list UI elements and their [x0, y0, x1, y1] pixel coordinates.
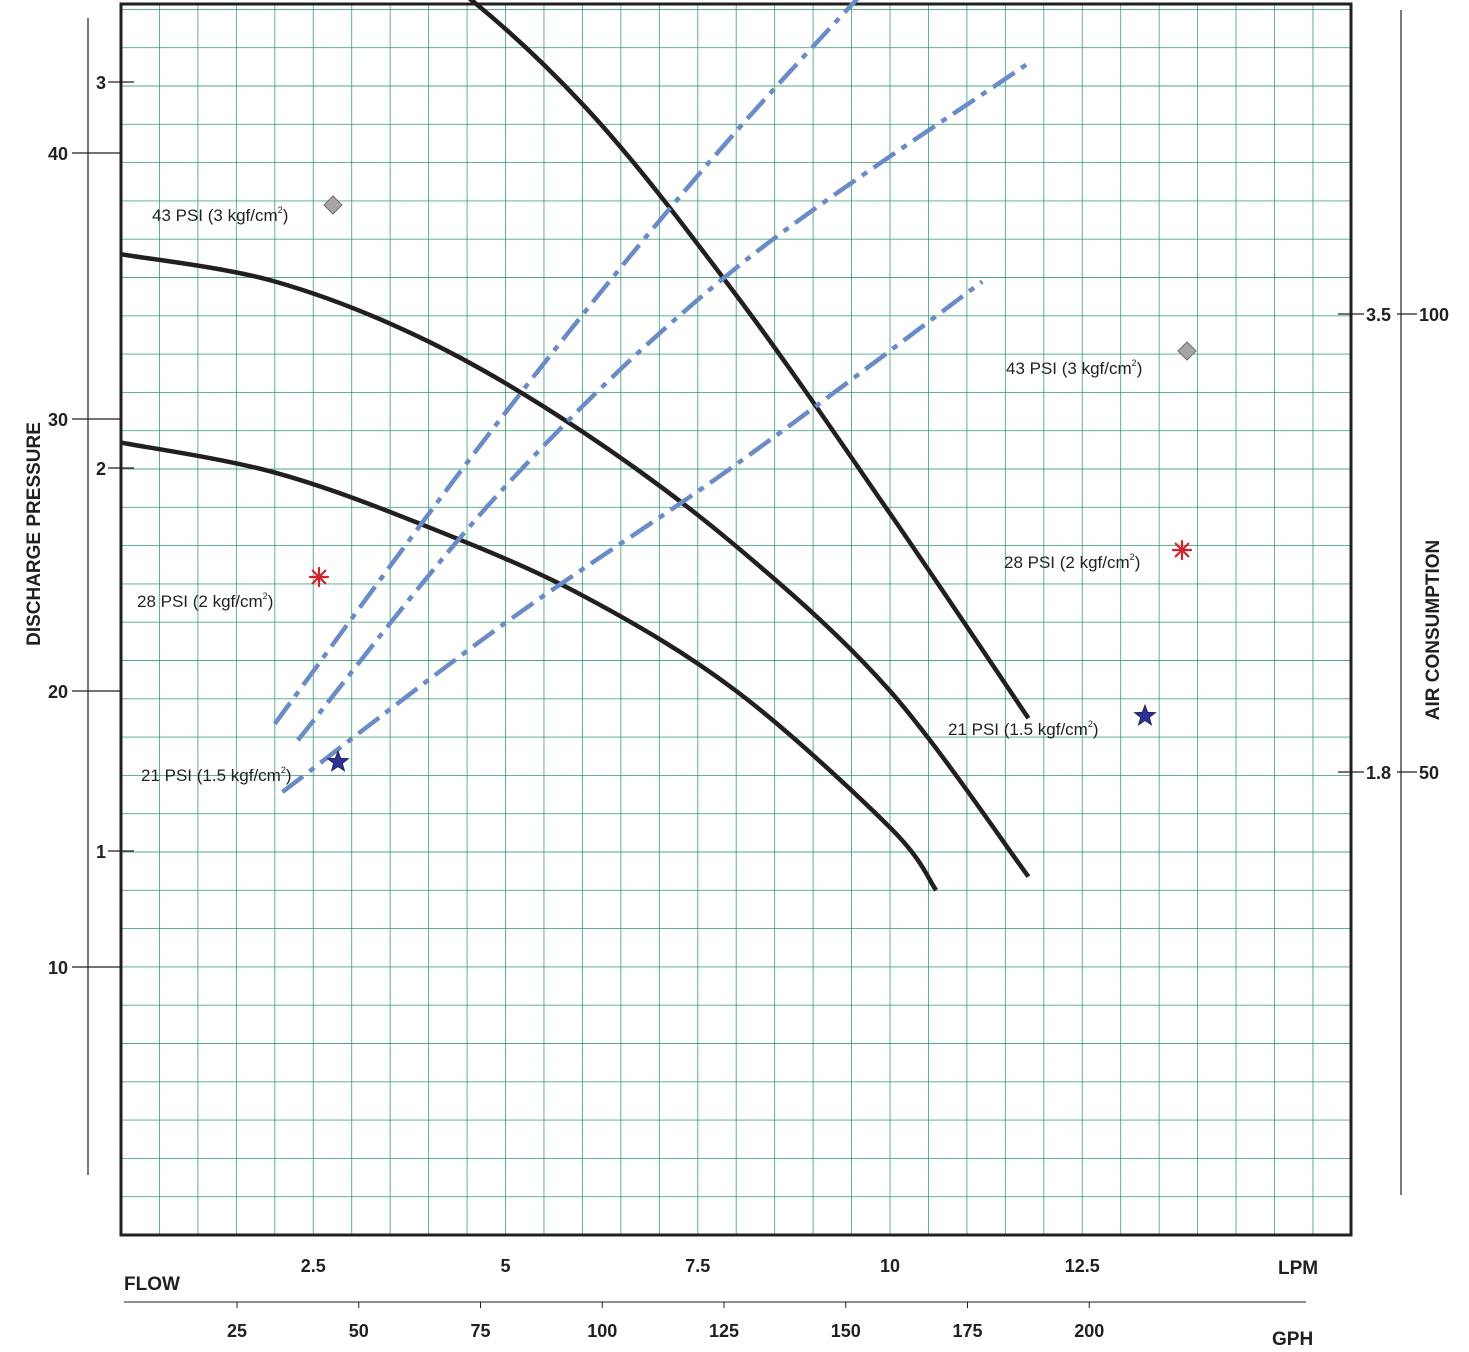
diamond-marker-icon — [323, 195, 343, 215]
left-outer-tick-label: 30 — [48, 410, 68, 430]
annotations: 43 PSI (3 kgf/cm2)28 PSI (2 kgf/cm2)21 P… — [137, 195, 1197, 785]
superscript: 2 — [278, 205, 283, 215]
pressure-label-close: ) — [286, 766, 292, 785]
diamond-marker-icon — [1177, 341, 1197, 361]
superscript: 2 — [281, 765, 286, 775]
superscript: 2 — [1088, 719, 1093, 729]
pressure-label-air: 43 PSI (3 kgf/cm2) — [1006, 358, 1142, 378]
lpm-tick-label: 5 — [500, 1256, 510, 1276]
gph-axis-label: GPH — [1272, 1329, 1313, 1350]
grid — [120, 4, 1351, 1236]
pressure-label-air: 28 PSI (2 kgf/cm2) — [1004, 552, 1140, 572]
lpm-tick-label: 12.5 — [1065, 1256, 1100, 1276]
asterisk-marker-icon — [308, 566, 330, 588]
left-inner-tick-label: 3 — [96, 73, 106, 93]
asterisk-stroke — [311, 569, 327, 585]
pressure-label-close: ) — [1093, 720, 1099, 739]
star-marker-icon — [1133, 703, 1157, 726]
series-line-air — [272, 0, 860, 726]
series-line-air — [281, 279, 984, 794]
series-line-flow — [120, 440, 938, 892]
air-consumption-title: AIR CONSUMPTION — [1423, 540, 1444, 721]
pressure-label-close: ) — [1135, 553, 1141, 572]
series-line-flow — [120, 251, 1031, 878]
left-inner-tick-label: 1 — [96, 842, 106, 862]
gph-tick-label: 75 — [470, 1321, 490, 1341]
pressure-label-close: ) — [1137, 359, 1143, 378]
pressure-label-flow: 21 PSI (1.5 kgf/cm2) — [141, 765, 292, 785]
pressure-label-text: 21 PSI (1.5 kgf/cm — [948, 720, 1088, 739]
discharge-pressure-title: DISCHARGE PRESSURE — [24, 422, 45, 646]
series-line-air — [296, 61, 1030, 742]
left-inner-tick-label: 2 — [96, 459, 106, 479]
pressure-label-close: ) — [268, 592, 274, 611]
superscript: 2 — [1130, 552, 1135, 562]
pressure-label-flow: 28 PSI (2 kgf/cm2) — [137, 591, 273, 611]
gph-tick-label: 50 — [349, 1321, 369, 1341]
pressure-label-flow: 43 PSI (3 kgf/cm2) — [152, 205, 288, 225]
pressure-label-air: 21 PSI (1.5 kgf/cm2) — [948, 719, 1099, 739]
lpm-tick-label: 10 — [880, 1256, 900, 1276]
lpm-tick-label: 2.5 — [301, 1256, 326, 1276]
right-inner-tick-label: 3.5 — [1366, 305, 1391, 325]
gph-tick-label: 25 — [227, 1321, 247, 1341]
lpm-tick-label: 7.5 — [685, 1256, 710, 1276]
plot-frame — [119, 2, 1353, 1237]
pressure-label-text: 43 PSI (3 kgf/cm — [1006, 359, 1132, 378]
asterisk-marker-icon — [1171, 539, 1193, 561]
right-inner-tick-label: 1.8 — [1366, 763, 1391, 783]
left-outer-tick-label: 40 — [48, 144, 68, 164]
pressure-label-text: 43 PSI (3 kgf/cm — [152, 206, 278, 225]
asterisk-stroke — [1174, 542, 1190, 558]
pressure-label-close: ) — [283, 206, 289, 225]
series-line-flow — [467, 0, 1031, 720]
left-outer-tick-label: 10 — [48, 958, 68, 978]
lpm-axis-label: LPM — [1278, 1258, 1318, 1279]
gph-tick-label: 200 — [1074, 1321, 1104, 1341]
right-outer-tick-label: 100 — [1419, 305, 1449, 325]
gph-tick-label: 125 — [709, 1321, 739, 1341]
pressure-label-text: 21 PSI (1.5 kgf/cm — [141, 766, 281, 785]
pressure-label-text: 28 PSI (2 kgf/cm — [1004, 553, 1130, 572]
pressure-label-text: 28 PSI (2 kgf/cm — [137, 592, 263, 611]
left-outer-tick-label: 20 — [48, 682, 68, 702]
superscript: 2 — [263, 591, 268, 601]
series-layer — [120, 0, 1031, 892]
gph-tick-label: 175 — [952, 1321, 982, 1341]
superscript: 2 — [1132, 358, 1137, 368]
right-outer-tick-label: 50 — [1419, 763, 1439, 783]
star-marker-icon — [326, 749, 350, 772]
gph-tick-label: 150 — [831, 1321, 861, 1341]
gph-tick-label: 100 — [587, 1321, 617, 1341]
axes: 40 30 20 10 3 2 1 3.5 1.8 100 50 2.5 5 7.5 10 12.5 25 50 7… — [48, 10, 1449, 1341]
flow-axis-label: FLOW — [124, 1274, 180, 1295]
